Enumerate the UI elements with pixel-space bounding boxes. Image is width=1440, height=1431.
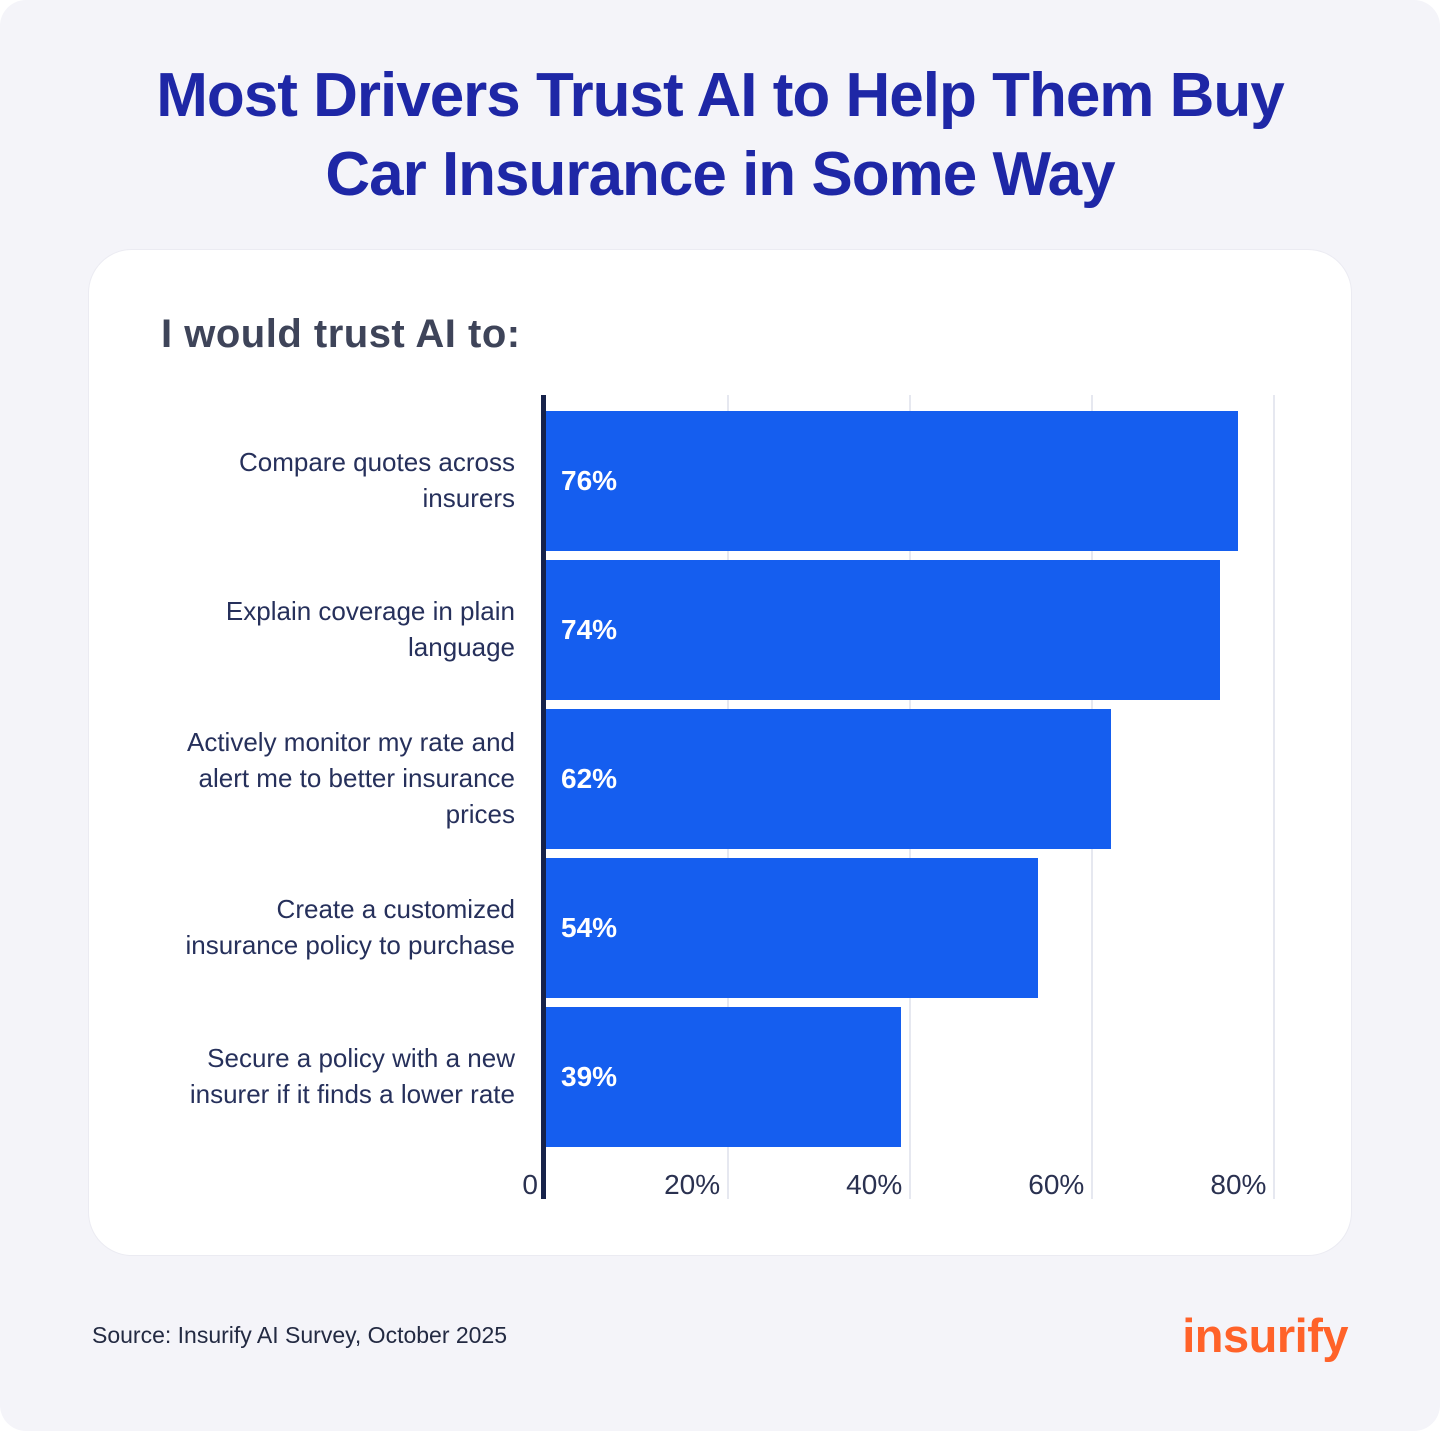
- chart-row: Secure a policy with a new insurer if it…: [161, 1006, 1279, 1147]
- insurify-logo: insurify: [1182, 1308, 1348, 1362]
- category-label: Create a customized insurance policy to …: [185, 893, 515, 960]
- category-label: Compare quotes across insurers: [238, 446, 515, 513]
- bar-value-label: 62%: [561, 762, 618, 794]
- chart-card: I would trust AI to: Compare quotes acro…: [88, 248, 1352, 1256]
- x-axis-ticks: 0 20% 40% 60% 80%: [522, 1147, 1279, 1205]
- bar: 76%: [546, 410, 1239, 551]
- bar: 54%: [546, 857, 1038, 998]
- title-line-2: Car Insurance in Some Way: [325, 140, 1115, 210]
- title-line-1: Most Drivers Trust AI to Help Them Buy: [156, 61, 1285, 130]
- x-tick-label: 0: [522, 1168, 538, 1200]
- chart-row: Create a customized insurance policy to …: [161, 857, 1279, 998]
- footer: Source: Insurify AI Survey, October 2025…: [92, 1308, 1348, 1363]
- chart-row: Actively monitor my rate and alert me to…: [161, 708, 1279, 849]
- category-label: Explain coverage in plain language: [225, 595, 515, 662]
- bar-value-label: 76%: [561, 464, 618, 496]
- category-label: Actively monitor my rate and alert me to…: [186, 726, 515, 829]
- x-tick-label: 40%: [846, 1168, 903, 1200]
- chart-row: Explain coverage in plain language 74%: [161, 559, 1279, 700]
- bar: 62%: [546, 708, 1111, 849]
- bar-chart: Compare quotes across insurers 76% Explain…: [161, 394, 1279, 1205]
- category-label: Secure a policy with a new insurer if it…: [189, 1042, 515, 1109]
- x-tick-label: 60%: [1028, 1168, 1085, 1200]
- bar-value-label: 74%: [561, 613, 618, 645]
- chart-row: Compare quotes across insurers 76%: [161, 410, 1279, 551]
- page-title: Most Drivers Trust AI to Help Them Buy Ca…: [0, 0, 1440, 215]
- x-tick-label: 80%: [1210, 1168, 1267, 1200]
- bar-track: 54%: [546, 857, 1279, 998]
- chart-rows: Compare quotes across insurers 76% Explain…: [161, 410, 1279, 1147]
- bar-track: 62%: [546, 708, 1279, 849]
- bar-track: 39%: [546, 1006, 1279, 1147]
- bar: 74%: [546, 559, 1220, 700]
- bar-value-label: 54%: [561, 911, 618, 943]
- bar-track: 76%: [546, 410, 1279, 551]
- chart-title: I would trust AI to:: [161, 311, 521, 356]
- x-tick-label: 20%: [664, 1168, 721, 1200]
- bar: 39%: [546, 1006, 902, 1147]
- y-axis-line: [541, 394, 546, 1199]
- source-text: Source: Insurify AI Survey, October 2025: [92, 1321, 508, 1348]
- gridline: [1273, 394, 1276, 1199]
- bar-track: 74%: [546, 559, 1279, 700]
- bar-value-label: 39%: [561, 1060, 618, 1092]
